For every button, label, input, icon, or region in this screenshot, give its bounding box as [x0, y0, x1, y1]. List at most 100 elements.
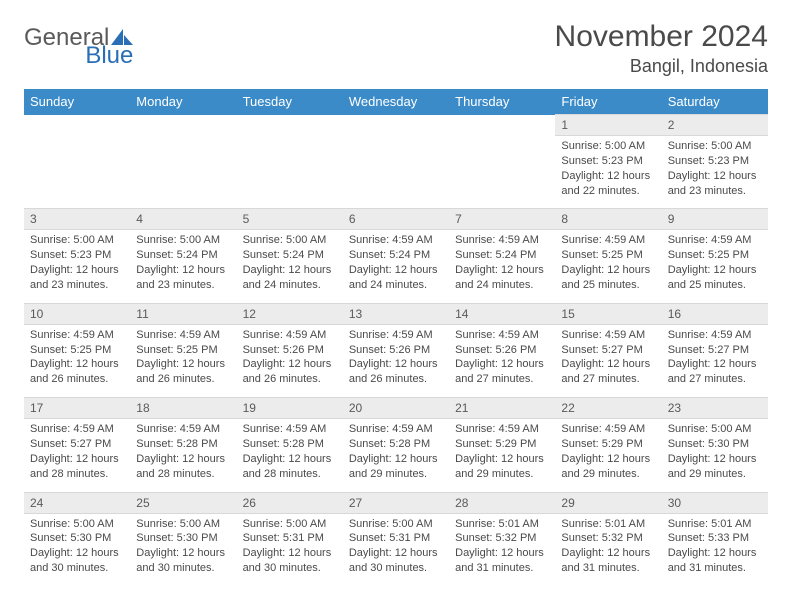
- day-ss: Sunset: 5:23 PM: [30, 248, 124, 263]
- day-d2: and 24 minutes.: [243, 278, 337, 293]
- day-sr: Sunrise: 5:00 AM: [136, 233, 230, 248]
- day-sr: Sunrise: 5:00 AM: [136, 517, 230, 532]
- day-sr: Sunrise: 4:59 AM: [455, 328, 549, 343]
- day-ss: Sunset: 5:24 PM: [243, 248, 337, 263]
- day-d1: Daylight: 12 hours: [136, 452, 230, 467]
- day-sr: Sunrise: 4:59 AM: [455, 422, 549, 437]
- day-data-cell: Sunrise: 5:00 AMSunset: 5:31 PMDaylight:…: [237, 513, 343, 586]
- day-data-cell: Sunrise: 4:59 AMSunset: 5:26 PMDaylight:…: [343, 324, 449, 397]
- day-sr: Sunrise: 4:59 AM: [243, 422, 337, 437]
- day-d1: Daylight: 12 hours: [30, 546, 124, 561]
- day-ss: Sunset: 5:26 PM: [243, 343, 337, 358]
- day-sr: Sunrise: 4:59 AM: [349, 422, 443, 437]
- day-d1: Daylight: 12 hours: [243, 546, 337, 561]
- day-sr: Sunrise: 5:00 AM: [349, 517, 443, 532]
- weekday-header: Thursday: [449, 89, 555, 115]
- day-ss: Sunset: 5:28 PM: [136, 437, 230, 452]
- day-data-row: Sunrise: 5:00 AMSunset: 5:23 PMDaylight:…: [24, 136, 768, 209]
- day-d2: and 27 minutes.: [668, 372, 762, 387]
- day-d2: and 31 minutes.: [455, 561, 549, 576]
- day-d2: and 30 minutes.: [349, 561, 443, 576]
- day-d1: Daylight: 12 hours: [349, 546, 443, 561]
- day-d1: Daylight: 12 hours: [455, 452, 549, 467]
- day-ss: Sunset: 5:27 PM: [668, 343, 762, 358]
- weekday-header: Saturday: [662, 89, 768, 115]
- day-data-cell: Sunrise: 5:01 AMSunset: 5:32 PMDaylight:…: [555, 513, 661, 586]
- day-sr: Sunrise: 4:59 AM: [136, 422, 230, 437]
- day-d1: Daylight: 12 hours: [561, 452, 655, 467]
- day-d2: and 28 minutes.: [243, 467, 337, 482]
- day-d1: Daylight: 12 hours: [243, 263, 337, 278]
- day-data-row: Sunrise: 5:00 AMSunset: 5:23 PMDaylight:…: [24, 230, 768, 303]
- day-data-cell: Sunrise: 4:59 AMSunset: 5:27 PMDaylight:…: [24, 419, 130, 492]
- day-d2: and 27 minutes.: [455, 372, 549, 387]
- day-number-cell: 5: [237, 209, 343, 230]
- day-data-cell: Sunrise: 4:59 AMSunset: 5:27 PMDaylight:…: [662, 324, 768, 397]
- day-sr: Sunrise: 4:59 AM: [668, 233, 762, 248]
- day-sr: Sunrise: 4:59 AM: [561, 422, 655, 437]
- day-ss: Sunset: 5:29 PM: [455, 437, 549, 452]
- day-number-row: 10111213141516: [24, 303, 768, 324]
- day-data-cell: [449, 136, 555, 209]
- day-d2: and 23 minutes.: [136, 278, 230, 293]
- day-ss: Sunset: 5:25 PM: [668, 248, 762, 263]
- day-number-cell: 15: [555, 303, 661, 324]
- day-number-cell: 22: [555, 398, 661, 419]
- day-data-cell: Sunrise: 4:59 AMSunset: 5:25 PMDaylight:…: [130, 324, 236, 397]
- day-d2: and 26 minutes.: [136, 372, 230, 387]
- day-d1: Daylight: 12 hours: [668, 263, 762, 278]
- weekday-header: Monday: [130, 89, 236, 115]
- day-d2: and 30 minutes.: [243, 561, 337, 576]
- day-sr: Sunrise: 5:00 AM: [30, 233, 124, 248]
- day-data-cell: Sunrise: 5:01 AMSunset: 5:32 PMDaylight:…: [449, 513, 555, 586]
- title-block: November 2024 Bangil, Indonesia: [555, 20, 768, 77]
- day-sr: Sunrise: 5:00 AM: [243, 517, 337, 532]
- day-data-cell: Sunrise: 5:00 AMSunset: 5:30 PMDaylight:…: [662, 419, 768, 492]
- day-number-row: 17181920212223: [24, 398, 768, 419]
- day-d1: Daylight: 12 hours: [349, 263, 443, 278]
- day-ss: Sunset: 5:25 PM: [136, 343, 230, 358]
- day-data-cell: Sunrise: 4:59 AMSunset: 5:24 PMDaylight:…: [343, 230, 449, 303]
- day-sr: Sunrise: 5:01 AM: [455, 517, 549, 532]
- day-data-cell: [343, 136, 449, 209]
- day-data-cell: Sunrise: 5:01 AMSunset: 5:33 PMDaylight:…: [662, 513, 768, 586]
- day-ss: Sunset: 5:25 PM: [561, 248, 655, 263]
- day-number-cell: 16: [662, 303, 768, 324]
- day-d2: and 28 minutes.: [30, 467, 124, 482]
- day-ss: Sunset: 5:27 PM: [561, 343, 655, 358]
- day-d1: Daylight: 12 hours: [561, 263, 655, 278]
- day-number-cell: 18: [130, 398, 236, 419]
- day-d1: Daylight: 12 hours: [30, 452, 124, 467]
- day-data-row: Sunrise: 4:59 AM Sunset: 5:25 PM Daylight:…: [24, 324, 768, 397]
- day-ss: Sunset: 5:24 PM: [136, 248, 230, 263]
- day-d1: Daylight: 12 hours: [136, 546, 230, 561]
- day-d2: and 30 minutes.: [136, 561, 230, 576]
- day-d1: Daylight: 12 hours: [349, 357, 443, 372]
- day-ss: Sunset: 5:32 PM: [455, 531, 549, 546]
- day-number-cell: 28: [449, 492, 555, 513]
- day-number-cell: 26: [237, 492, 343, 513]
- day-sr: Sunrise: 4:59 AM: [668, 328, 762, 343]
- day-sr: Sunrise: 5:01 AM: [668, 517, 762, 532]
- day-d2: and 23 minutes.: [668, 184, 762, 199]
- weekday-header: Sunday: [24, 89, 130, 115]
- day-d1: Daylight: 12 hours: [668, 452, 762, 467]
- day-data-cell: Sunrise: 4:59 AMSunset: 5:28 PMDaylight:…: [130, 419, 236, 492]
- day-d1: Daylight: 12 hours: [30, 357, 124, 372]
- day-number-cell: 21: [449, 398, 555, 419]
- day-sr: Sunrise: 5:00 AM: [243, 233, 337, 248]
- day-ss: Sunset: 5:23 PM: [668, 154, 762, 169]
- day-number-cell: [237, 115, 343, 136]
- day-sr: Sunrise: 4:59 AM: [30, 422, 124, 437]
- day-d1: Daylight: 12 hours: [243, 452, 337, 467]
- day-d1: Daylight: 12 hours: [455, 263, 549, 278]
- day-d1: Daylight: 12 hours: [561, 546, 655, 561]
- day-number-cell: 30: [662, 492, 768, 513]
- calendar-body: 12Sunrise: 5:00 AMSunset: 5:23 PMDayligh…: [24, 115, 768, 586]
- day-number-cell: 17: [24, 398, 130, 419]
- day-ss: Sunset: 5:23 PM: [561, 154, 655, 169]
- day-d1: Daylight: 12 hours: [668, 546, 762, 561]
- day-d2: and 26 minutes.: [30, 372, 124, 387]
- day-d1: Daylight: 12 hours: [243, 357, 337, 372]
- day-d2: and 27 minutes.: [561, 372, 655, 387]
